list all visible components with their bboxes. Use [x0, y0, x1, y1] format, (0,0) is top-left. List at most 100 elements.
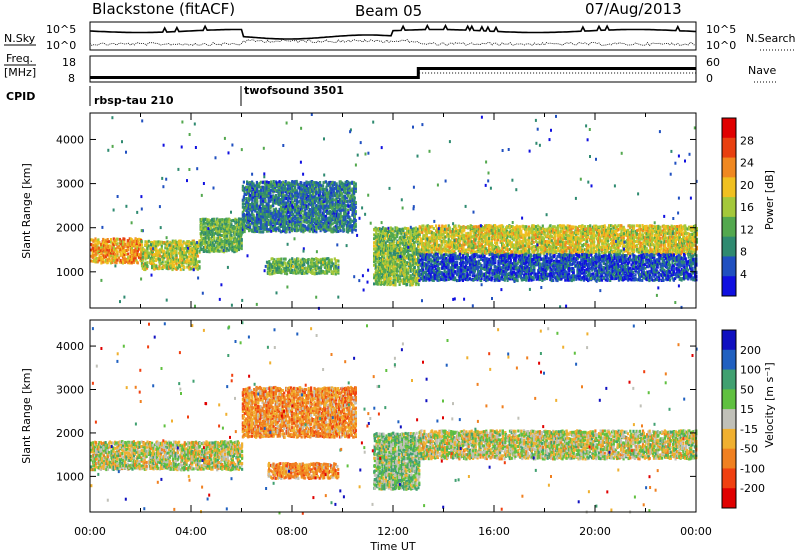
- echo-cell: [325, 186, 327, 189]
- echo-cell: [142, 256, 144, 259]
- echo-cell: [243, 181, 245, 184]
- echo-cell: [406, 276, 408, 279]
- echo-cell: [300, 182, 302, 185]
- echo-cell: [273, 272, 275, 275]
- echo-cell: [282, 181, 284, 184]
- echo-cell: [332, 198, 334, 201]
- freq-tick-8: 8: [68, 72, 75, 85]
- echo-cell: [301, 261, 303, 264]
- cpid-panel: CPID rbsp-tau 210 twofsound 3501: [6, 84, 344, 107]
- echo-cell: [123, 238, 125, 241]
- echo-cell: [285, 180, 287, 183]
- echo-cell: [355, 219, 357, 222]
- echo-cell: [317, 202, 319, 205]
- echo-cell: [292, 219, 294, 222]
- echo-cell: [355, 206, 357, 209]
- echo-cell: [213, 218, 215, 221]
- echo-cell: [116, 251, 118, 254]
- echo-cell: [280, 258, 282, 261]
- echo-cell: [392, 234, 394, 237]
- noise-left-label: N.Sky: [4, 32, 36, 45]
- echo-cell: [270, 230, 272, 233]
- echo-cell: [418, 245, 420, 248]
- echo-cell: [181, 244, 183, 247]
- echo-cell: [180, 240, 182, 243]
- frequency-panel: Freq. [MHz] 18 8 60 0 Nave: [4, 52, 778, 85]
- echo-cell: [315, 212, 317, 215]
- echo-cell: [120, 253, 122, 256]
- noise-right-tick-top: 10^5: [706, 23, 736, 36]
- echo-cell: [345, 208, 347, 211]
- echo-cell: [241, 238, 243, 241]
- echo-cell: [433, 227, 435, 230]
- echo-cell: [316, 272, 318, 275]
- echo-cell: [347, 209, 349, 212]
- echo-cell: [375, 260, 377, 263]
- noise-right-tick-bottom: 10^0: [706, 39, 736, 52]
- echo-cell: [253, 214, 255, 217]
- echo-cell: [413, 241, 415, 244]
- echo-cell: [414, 255, 416, 258]
- echo-cell: [355, 201, 357, 204]
- echo-cell: [322, 184, 324, 187]
- echo-cell: [306, 201, 308, 204]
- noise-frame: [90, 22, 696, 50]
- echo-cell: [295, 260, 297, 263]
- echo-cell: [396, 269, 398, 272]
- echo-cell: [141, 244, 143, 247]
- echo-cell: [243, 195, 245, 198]
- echo-cell: [382, 264, 384, 267]
- cpid-label: CPID: [6, 90, 35, 103]
- echo-cell: [399, 281, 401, 284]
- echo-cell: [325, 217, 327, 220]
- echo-cell: [297, 196, 299, 199]
- noise-right-label: N.Search: [746, 32, 796, 45]
- echo-cell: [127, 253, 129, 256]
- noise-search-line: [90, 40, 696, 46]
- echo-cell: [406, 283, 408, 286]
- echo-cell: [335, 262, 337, 265]
- echo-cell: [245, 216, 247, 219]
- date-title: 07/Aug/2013: [585, 0, 682, 18]
- cpid-segment-2: twofsound 3501: [244, 84, 344, 97]
- nave-tick-60: 60: [706, 56, 720, 69]
- echo-cell: [349, 185, 351, 188]
- echo-cell: [230, 223, 232, 226]
- echo-cell: [249, 229, 251, 232]
- echo-cell: [313, 258, 315, 261]
- echo-cell: [256, 181, 258, 184]
- echo-cell: [285, 262, 287, 265]
- echo-cell: [384, 237, 386, 240]
- echo-cell: [410, 274, 412, 277]
- echo-cell: [292, 181, 294, 184]
- echo-cell: [270, 180, 272, 183]
- echo-cell: [196, 251, 198, 254]
- echo-cell: [102, 261, 104, 264]
- echo-cell: [417, 238, 419, 241]
- echo-cell: [400, 242, 402, 245]
- nave-label: Nave: [748, 64, 776, 77]
- echo-cell: [315, 181, 317, 184]
- echo-cell: [286, 230, 288, 233]
- echo-cell: [229, 218, 231, 221]
- echo-cell: [97, 238, 99, 241]
- noise-panel: N.Sky N.Search 10^5 10^0 10^5 10^0: [4, 22, 796, 52]
- echo-cell: [287, 199, 289, 202]
- echo-cell: [330, 265, 332, 268]
- echo-cell: [95, 239, 97, 242]
- echo-cell: [236, 249, 238, 252]
- echo-cell: [92, 254, 94, 257]
- echo-cell: [289, 220, 291, 223]
- echo-cell: [410, 231, 412, 234]
- echo-cell: [219, 250, 221, 253]
- freq-tick-18: 18: [62, 56, 76, 69]
- echo-cell: [238, 217, 240, 220]
- echo-cell: [347, 205, 349, 208]
- echo-cell: [195, 256, 197, 259]
- echo-cell: [309, 208, 311, 211]
- echo-cell: [463, 229, 465, 232]
- echo-cell: [109, 244, 111, 247]
- echo-cell: [229, 229, 231, 232]
- echo-cell: [264, 199, 266, 202]
- echo-cell: [463, 226, 465, 229]
